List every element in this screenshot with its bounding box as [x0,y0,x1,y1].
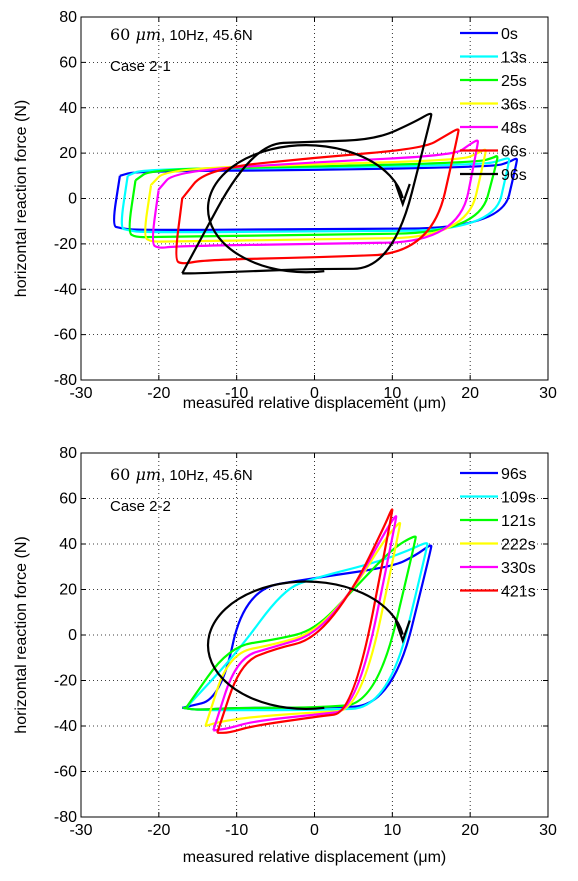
y-tick-label: -20 [54,236,77,253]
rotation-arrow [206,580,411,710]
y-tick-label: -60 [54,327,77,344]
ticks: -30 -20 -10 0 10 20 30 80 60 40 20 0 -20 -40 -60 -80 [54,445,557,839]
x-tick-label: 0 [310,385,319,402]
legend-label-96s: 96s [501,466,527,483]
legend-label-222s: 222s [501,537,536,554]
series-line-121s [182,535,417,711]
y-tick-label: 20 [59,582,77,599]
series-line-96s [181,112,433,275]
series-group [112,112,518,275]
condition-amplitude: 60 [110,25,135,44]
y-tick-label: 60 [59,491,77,508]
arrow-arc [206,580,404,710]
x-axis-label: measured relative displacement (μm) [183,849,447,866]
x-tick-label: 10 [383,385,401,402]
x-tick-label: 30 [539,385,557,402]
series-group [181,508,433,734]
x-tick-label: -20 [147,822,170,839]
legend-label-96s: 96s [501,167,527,184]
y-tick-label: 60 [59,54,77,71]
legend-label-421s: 421s [501,584,536,601]
condition-annotation: 60 μm, 10Hz, 45.6N [110,25,253,44]
condition-rest: , 10Hz, 45.6N [161,27,253,44]
x-tick-label: -10 [225,822,248,839]
x-tick-label: -30 [69,385,92,402]
x-tick-label: -30 [69,822,92,839]
y-tick-label: 40 [59,100,77,117]
condition-unit: μm [135,465,161,484]
legend: 96s 109s 121s 222s 330s 421s [460,466,536,601]
y-tick-label: 0 [68,627,77,644]
series-line-330s [212,515,398,732]
rotation-arrow [206,144,411,274]
chart-case-2-1: -30 -20 -10 0 10 20 30 80 60 40 20 0 -20 -40 -60 -80 mea… [13,9,557,412]
series-line-48s [151,139,479,249]
legend-label-330s: 330s [501,560,536,577]
case-label: Case 2-1 [110,58,171,75]
x-tick-label: 20 [461,385,479,402]
legend: 0s 13s 25s 36s 48s 66s 96s [460,26,527,184]
y-axis-label: horizontal reaction force (N) [13,536,30,733]
legend-label-109s: 109s [501,490,536,507]
ticks: -30 -20 -10 0 10 20 30 80 60 40 20 0 -20 -40 -60 -80 [54,9,557,402]
y-tick-label: 80 [59,445,77,462]
condition-rest: , 10Hz, 45.6N [161,467,253,484]
series-line-0s [112,157,518,231]
series-line-222s [204,522,402,728]
y-tick-label: -40 [54,281,77,298]
y-tick-label: 20 [59,145,77,162]
x-tick-label: -10 [225,385,248,402]
series-line-25s [128,155,499,239]
condition-annotation: 60 μm, 10Hz, 45.6N [110,465,253,484]
x-tick-label: -20 [147,385,170,402]
arrow-head [394,183,411,208]
x-tick-label: 20 [461,822,479,839]
x-axis-label: measured relative displacement (μm) [183,395,447,412]
y-tick-label: 0 [68,191,77,208]
series-line-421s [216,508,394,734]
x-tick-label: 0 [310,822,319,839]
y-tick-label: -80 [54,372,77,389]
legend-label-36s: 36s [501,97,527,114]
condition-unit: μm [135,25,161,44]
legend-label-0s: 0s [501,26,518,43]
y-tick-label: 80 [59,9,77,26]
chart-case-2-2: -30 -20 -10 0 10 20 30 80 60 40 20 0 -20 -40 -60 -80 mea… [13,445,557,866]
case-label: Case 2-2 [110,498,171,515]
grid [81,17,548,380]
legend-label-25s: 25s [501,73,527,90]
legend-label-48s: 48s [501,120,527,137]
legend-label-121s: 121s [501,513,536,530]
y-tick-label: -20 [54,673,77,690]
y-tick-label: -40 [54,718,77,735]
x-tick-label: 30 [539,822,557,839]
legend-label-13s: 13s [501,50,527,67]
legend-label-66s: 66s [501,144,527,161]
x-tick-label: 10 [383,822,401,839]
arrow-arc [206,144,404,274]
y-axis-label: horizontal reaction force (N) [13,100,30,297]
y-tick-label: 40 [59,536,77,553]
arrow-head [394,620,411,644]
y-tick-label: -60 [54,764,77,781]
series-line-66s [175,128,460,265]
y-tick-label: -80 [54,809,77,826]
condition-amplitude: 60 [110,465,135,484]
